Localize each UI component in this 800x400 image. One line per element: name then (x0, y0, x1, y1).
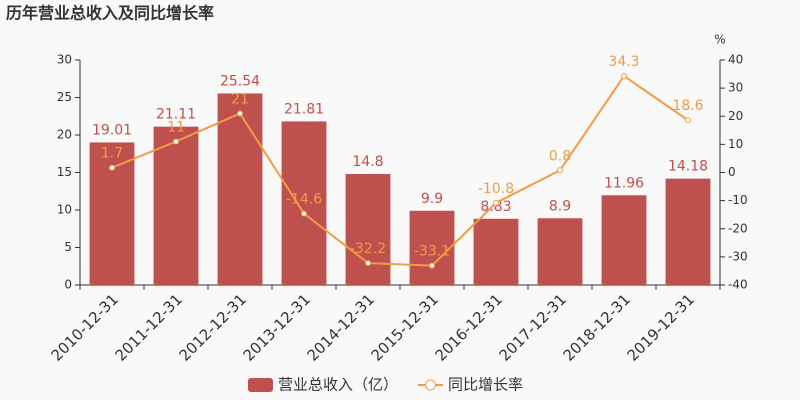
line-value-label: -10.8 (478, 181, 514, 197)
bar (601, 195, 647, 285)
y2-tick-label: 30 (728, 81, 743, 95)
bar (89, 142, 135, 285)
legend-swatch[interactable] (248, 378, 273, 392)
y2-tick-label: 40 (728, 53, 743, 67)
line-value-label: 0.8 (549, 148, 571, 164)
line-value-label: -33.1 (414, 244, 450, 260)
y-tick-label: 5 (64, 240, 72, 254)
bar (345, 174, 391, 285)
bar-value-label: 8.9 (549, 198, 571, 214)
line-value-label: 1.7 (101, 146, 123, 162)
y2-tick-label: -20 (728, 221, 748, 235)
line-point (173, 138, 179, 145)
y2-tick-label: 0 (728, 165, 736, 179)
bar-value-label: 11.96 (604, 175, 644, 191)
legend-label[interactable]: 营业总收入（亿） (278, 376, 398, 394)
y2-tick-label: -30 (728, 249, 748, 263)
line-value-label: -32.2 (350, 241, 386, 257)
y2-axis-label: % (714, 33, 725, 47)
legend-swatch-point[interactable] (425, 379, 437, 391)
line-value-label: 11 (167, 120, 185, 136)
bar (473, 218, 519, 285)
line-value-label: 21 (231, 91, 249, 107)
y-tick-label: 10 (57, 203, 72, 217)
y-tick-label: 30 (57, 53, 72, 67)
line-point (237, 110, 243, 117)
bar-value-label: 19.01 (92, 122, 132, 138)
y2-tick-label: 10 (728, 137, 743, 151)
y2-tick-label: -40 (728, 278, 748, 292)
bar (409, 210, 455, 285)
y-tick-label: 15 (57, 165, 72, 179)
line-point (365, 260, 371, 267)
line (111, 74, 689, 267)
bar (153, 126, 199, 285)
bar-value-label: 9.9 (421, 191, 443, 207)
line-point (109, 164, 115, 171)
legend-label[interactable]: 同比增长率 (448, 376, 523, 394)
bar (665, 178, 711, 285)
line-point (621, 73, 627, 80)
bar (281, 121, 327, 285)
y-tick-label: 0 (64, 278, 72, 292)
y-tick-label: 20 (57, 128, 72, 142)
line-value-label: 18.6 (672, 98, 703, 114)
line-point (429, 262, 435, 269)
line-point (557, 167, 563, 174)
bar (217, 93, 263, 285)
y-tick-label: 25 (57, 90, 72, 104)
bar-value-label: 14.18 (668, 159, 708, 175)
bar-value-label: 25.54 (220, 73, 260, 89)
chart-title: 历年营业总收入及同比增长率 (6, 4, 214, 23)
y2-tick-label: 20 (728, 109, 743, 123)
line-point (685, 117, 691, 124)
bar-value-label: 21.81 (284, 101, 324, 117)
line-point (493, 199, 499, 206)
bar-value-label: 14.8 (352, 154, 383, 170)
bar-value-label: 21.11 (156, 107, 196, 123)
line-value-label: -14.6 (286, 192, 322, 208)
y2-tick-label: -10 (728, 193, 748, 207)
line-point (301, 210, 307, 217)
bar (537, 218, 583, 285)
line-value-label: 34.3 (608, 54, 639, 70)
